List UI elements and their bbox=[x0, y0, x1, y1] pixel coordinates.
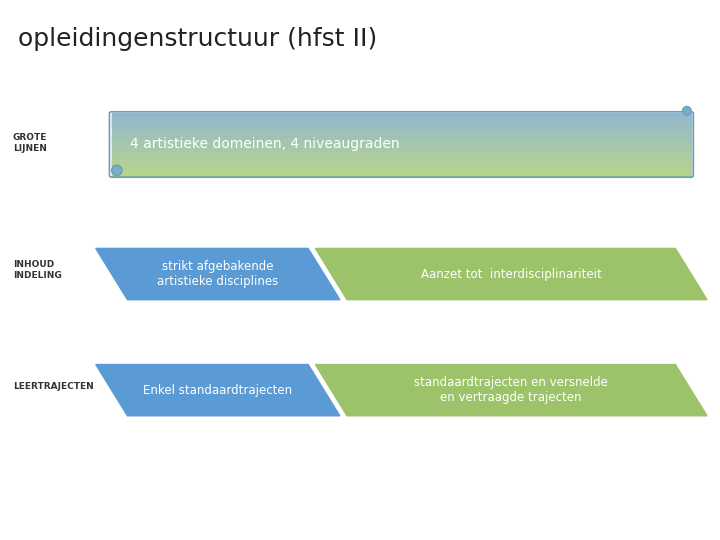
Text: LEERTRAJECTEN: LEERTRAJECTEN bbox=[13, 382, 94, 390]
Bar bbox=[112, 130, 691, 131]
Bar bbox=[112, 158, 691, 160]
Bar bbox=[112, 175, 691, 177]
Bar bbox=[112, 164, 691, 165]
Bar bbox=[112, 144, 691, 145]
Ellipse shape bbox=[683, 106, 691, 115]
Text: opleidingenstructuur (hfst II): opleidingenstructuur (hfst II) bbox=[18, 27, 377, 51]
Bar bbox=[112, 163, 691, 164]
Bar bbox=[112, 133, 691, 134]
Bar bbox=[112, 166, 691, 168]
Bar bbox=[112, 145, 691, 147]
Bar bbox=[112, 150, 691, 151]
Bar bbox=[112, 160, 691, 162]
Polygon shape bbox=[96, 248, 340, 300]
Bar bbox=[112, 173, 691, 174]
Bar bbox=[112, 125, 691, 127]
Bar bbox=[112, 168, 691, 170]
Polygon shape bbox=[96, 364, 340, 416]
Bar bbox=[112, 140, 691, 142]
Text: GROTE
LIJNEN: GROTE LIJNEN bbox=[13, 133, 48, 153]
Text: 4 artistieke domeinen, 4 niveaugraden: 4 artistieke domeinen, 4 niveaugraden bbox=[130, 138, 399, 151]
Bar bbox=[112, 146, 691, 148]
Bar bbox=[112, 138, 691, 140]
Bar bbox=[112, 114, 691, 116]
Bar bbox=[112, 118, 691, 120]
Bar bbox=[112, 123, 691, 124]
Bar bbox=[112, 117, 691, 119]
Bar bbox=[112, 147, 691, 149]
Bar bbox=[112, 155, 691, 157]
Bar bbox=[112, 123, 691, 125]
Text: standaardtrajecten en versnelde
en vertraagde trajecten: standaardtrajecten en versnelde en vertr… bbox=[414, 376, 608, 404]
Bar bbox=[112, 157, 691, 159]
Bar bbox=[112, 134, 691, 136]
Bar bbox=[112, 115, 691, 117]
Text: Aanzet tot  interdisciplinariteit: Aanzet tot interdisciplinariteit bbox=[420, 267, 602, 281]
Bar bbox=[112, 122, 691, 123]
Bar bbox=[112, 172, 691, 173]
Bar bbox=[112, 136, 691, 138]
Bar bbox=[112, 127, 691, 129]
Bar bbox=[112, 165, 691, 166]
Bar bbox=[112, 165, 691, 167]
Polygon shape bbox=[315, 248, 707, 300]
Bar bbox=[112, 139, 691, 141]
Bar bbox=[112, 131, 691, 132]
Bar bbox=[112, 137, 691, 139]
Bar bbox=[112, 143, 691, 144]
Bar bbox=[112, 144, 691, 146]
Bar bbox=[112, 167, 691, 169]
Bar bbox=[112, 120, 691, 122]
Bar bbox=[112, 126, 691, 128]
Bar bbox=[112, 174, 691, 176]
Text: INHOUD
INDELING: INHOUD INDELING bbox=[13, 260, 62, 280]
Bar bbox=[112, 116, 691, 118]
Bar bbox=[112, 159, 691, 161]
Bar bbox=[112, 161, 691, 163]
Bar bbox=[112, 113, 691, 114]
Bar bbox=[112, 132, 691, 133]
Bar bbox=[112, 135, 691, 137]
Bar bbox=[112, 154, 691, 156]
Bar bbox=[112, 141, 691, 143]
Bar bbox=[112, 156, 691, 158]
Ellipse shape bbox=[112, 165, 122, 176]
Bar bbox=[112, 119, 691, 121]
Bar bbox=[112, 152, 691, 153]
Bar bbox=[112, 124, 691, 126]
Text: Enkel standaardtrajecten: Enkel standaardtrajecten bbox=[143, 383, 292, 397]
Bar bbox=[112, 171, 691, 172]
Bar bbox=[112, 153, 691, 154]
Text: strikt afgebakende
artistieke disciplines: strikt afgebakende artistieke discipline… bbox=[157, 260, 279, 288]
Bar bbox=[112, 129, 691, 130]
Polygon shape bbox=[315, 364, 707, 416]
Bar bbox=[112, 148, 691, 150]
Bar bbox=[112, 151, 691, 152]
Bar bbox=[112, 170, 691, 171]
